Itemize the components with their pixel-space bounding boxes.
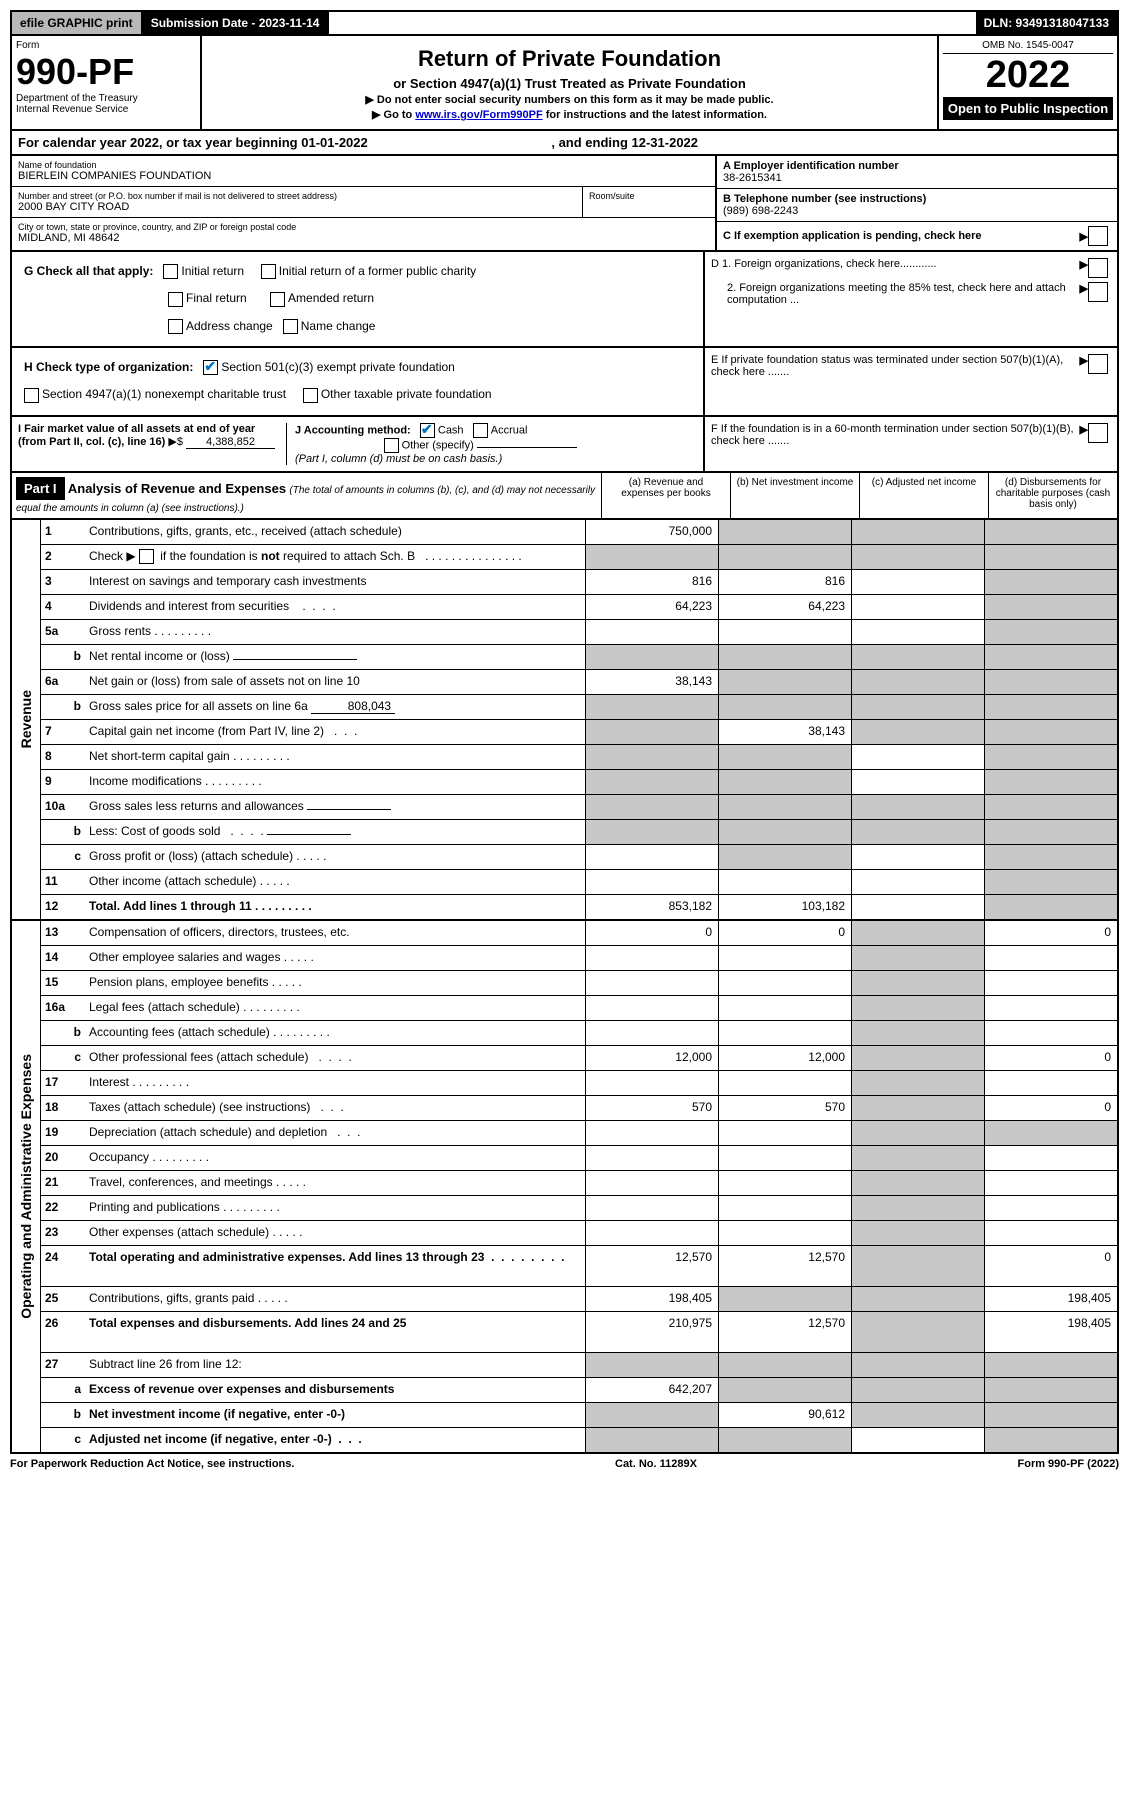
exemption-checkbox[interactable]	[1088, 226, 1108, 246]
check-section-h: H Check type of organization: Section 50…	[10, 348, 1119, 417]
f-check: F If the foundation is in a 60-month ter…	[703, 417, 1117, 471]
info-left: Name of foundation BIERLEIN COMPANIES FO…	[12, 156, 715, 250]
col-b-header: (b) Net investment income	[730, 473, 859, 518]
form-subtitle: or Section 4947(a)(1) Trust Treated as P…	[208, 76, 931, 91]
60month-checkbox[interactable]	[1088, 423, 1108, 443]
col-c-header: (c) Adjusted net income	[859, 473, 988, 518]
calendar-year-row: For calendar year 2022, or tax year begi…	[10, 131, 1119, 156]
terminated-checkbox[interactable]	[1088, 354, 1108, 374]
omb-number: OMB No. 1545-0047	[943, 38, 1113, 54]
h-checks: H Check type of organization: Section 50…	[12, 348, 703, 415]
cash-checkbox[interactable]	[420, 423, 435, 438]
part1-header: Part I Analysis of Revenue and Expenses …	[10, 473, 1119, 520]
foreign-org-checkbox[interactable]	[1088, 258, 1108, 278]
501c3-checkbox[interactable]	[203, 360, 218, 375]
phone-cell: B Telephone number (see instructions) (9…	[717, 189, 1117, 222]
form-number-footer: Form 990-PF (2022)	[1018, 1458, 1119, 1470]
form-title: Return of Private Foundation	[208, 46, 931, 72]
final-return-checkbox[interactable]	[168, 292, 183, 307]
address-change-checkbox[interactable]	[168, 319, 183, 334]
header-center: Return of Private Foundation or Section …	[202, 36, 937, 129]
fmv-value: 4,388,852	[186, 436, 275, 449]
col-d-header: (d) Disbursements for charitable purpose…	[988, 473, 1117, 518]
revenue-side-label: Revenue	[12, 520, 41, 919]
ein-cell: A Employer identification number 38-2615…	[717, 156, 1117, 189]
other-method-checkbox[interactable]	[384, 438, 399, 453]
foundation-name-cell: Name of foundation BIERLEIN COMPANIES FO…	[12, 156, 715, 187]
open-inspection: Open to Public Inspection	[943, 97, 1113, 120]
check-section-g: G Check all that apply: Initial return I…	[10, 252, 1119, 348]
address-cell: Number and street (or P.O. box number if…	[12, 187, 582, 217]
city-cell: City or town, state or province, country…	[12, 218, 715, 248]
foreign-85-checkbox[interactable]	[1088, 282, 1108, 302]
exemption-pending-cell: C If exemption application is pending, c…	[717, 222, 1117, 250]
paperwork-notice: For Paperwork Reduction Act Notice, see …	[10, 1458, 294, 1470]
page-footer: For Paperwork Reduction Act Notice, see …	[10, 1454, 1119, 1474]
e-check: E If private foundation status was termi…	[703, 348, 1117, 415]
initial-return-former-checkbox[interactable]	[261, 264, 276, 279]
ij-left: I Fair market value of all assets at end…	[12, 417, 703, 471]
check-section-ij: I Fair market value of all assets at end…	[10, 417, 1119, 473]
room-cell: Room/suite	[582, 187, 715, 217]
schb-checkbox[interactable]	[139, 549, 154, 564]
d-checks: D 1. Foreign organizations, check here..…	[703, 252, 1117, 346]
goto-line: ▶ Go to www.irs.gov/Form990PF for instru…	[208, 108, 931, 121]
other-taxable-checkbox[interactable]	[303, 388, 318, 403]
col-a-header: (a) Revenue and expenses per books	[601, 473, 730, 518]
revenue-table: Revenue 1Contributions, gifts, grants, e…	[10, 520, 1119, 921]
dept-treasury: Department of the Treasury	[16, 93, 196, 104]
ssn-warning: ▶ Do not enter social security numbers o…	[208, 93, 931, 106]
amended-return-checkbox[interactable]	[270, 292, 285, 307]
irs-link[interactable]: www.irs.gov/Form990PF	[415, 109, 542, 121]
expenses-side-label: Operating and Administrative Expenses	[12, 921, 41, 1452]
4947-checkbox[interactable]	[24, 388, 39, 403]
header-left: Form 990-PF Department of the Treasury I…	[12, 36, 202, 129]
form-number: 990-PF	[16, 51, 196, 93]
tax-year: 2022	[943, 54, 1113, 97]
g-checks: G Check all that apply: Initial return I…	[12, 252, 703, 346]
top-bar: efile GRAPHIC print Submission Date - 20…	[10, 10, 1119, 36]
info-right: A Employer identification number 38-2615…	[715, 156, 1117, 250]
name-change-checkbox[interactable]	[283, 319, 298, 334]
form-header: Form 990-PF Department of the Treasury I…	[10, 36, 1119, 131]
efile-label: efile GRAPHIC print	[12, 12, 143, 34]
cat-number: Cat. No. 11289X	[615, 1458, 697, 1470]
expenses-table: Operating and Administrative Expenses 13…	[10, 921, 1119, 1454]
info-grid: Name of foundation BIERLEIN COMPANIES FO…	[10, 156, 1119, 252]
part1-tag: Part I	[16, 477, 65, 500]
dln-label: DLN: 93491318047133	[976, 12, 1117, 34]
submission-date: Submission Date - 2023-11-14	[143, 12, 330, 34]
part1-title-cell: Part I Analysis of Revenue and Expenses …	[12, 473, 601, 518]
header-right: OMB No. 1545-0047 2022 Open to Public In…	[937, 36, 1117, 129]
dept-irs: Internal Revenue Service	[16, 104, 196, 115]
initial-return-checkbox[interactable]	[163, 264, 178, 279]
form-label: Form	[16, 40, 196, 51]
accrual-checkbox[interactable]	[473, 423, 488, 438]
